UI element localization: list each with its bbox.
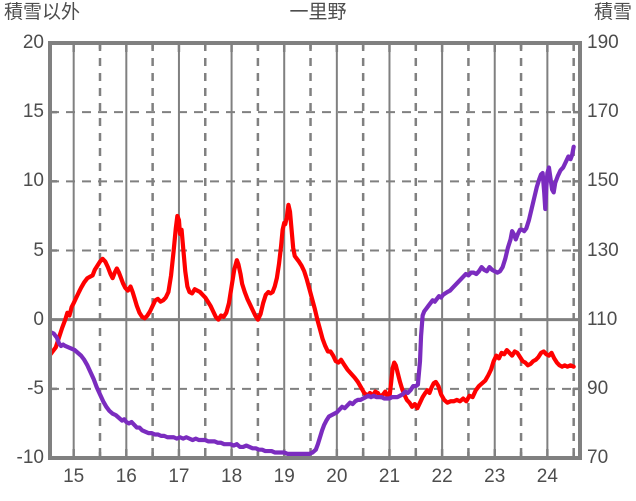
left-tick-label: 0 bbox=[33, 308, 44, 330]
left-tick-label: -5 bbox=[27, 377, 44, 399]
right-tick-label: 130 bbox=[587, 239, 619, 261]
x-tick-label: 22 bbox=[431, 466, 453, 487]
x-tick-label: 19 bbox=[273, 466, 295, 487]
right-tick-label: 110 bbox=[587, 308, 618, 330]
right-tick-label: 90 bbox=[587, 377, 609, 399]
right-tick-label: 150 bbox=[587, 170, 619, 192]
x-tick-label: 18 bbox=[221, 466, 243, 487]
right-tick-label: 70 bbox=[587, 447, 609, 468]
x-tick-label: 16 bbox=[115, 466, 137, 487]
series-line-red bbox=[48, 202, 576, 411]
data-series bbox=[48, 144, 576, 456]
right-axis-title: 積雪 bbox=[593, 2, 632, 23]
x-tick-label: 20 bbox=[326, 466, 348, 487]
x-tick-label: 21 bbox=[378, 466, 401, 487]
left-tick-label: -10 bbox=[16, 447, 44, 468]
gridlines-y bbox=[50, 111, 580, 390]
left-tick-label: 5 bbox=[33, 239, 44, 261]
series-line-purple bbox=[48, 144, 576, 456]
right-tick-label: 170 bbox=[587, 101, 619, 123]
left-axis-title: 積雪以外 bbox=[4, 2, 81, 23]
x-tick-label: 24 bbox=[536, 466, 558, 487]
left-tick-label: 15 bbox=[22, 101, 44, 123]
plot-frame bbox=[48, 41, 582, 460]
x-tick-label: 17 bbox=[168, 466, 190, 487]
chart-title: 一里野 bbox=[289, 2, 347, 23]
left-tick-label: 20 bbox=[22, 32, 44, 53]
x-tick-label: 15 bbox=[63, 466, 85, 487]
left-tick-label: 10 bbox=[22, 170, 44, 192]
right-tick-label: 190 bbox=[587, 32, 619, 53]
x-tick-label: 23 bbox=[484, 466, 506, 487]
